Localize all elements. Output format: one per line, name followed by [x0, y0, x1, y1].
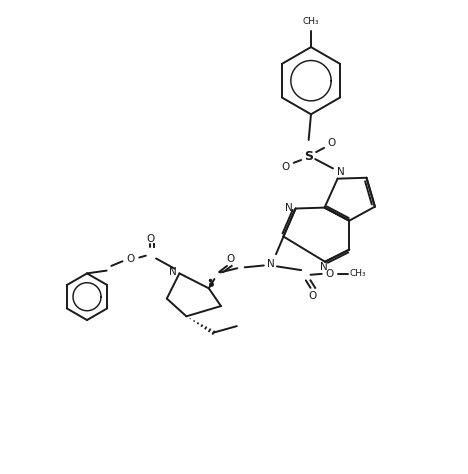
Text: O: O [308, 291, 316, 301]
Text: N: N [266, 259, 274, 269]
Text: O: O [326, 269, 334, 279]
Text: S: S [304, 150, 313, 163]
Text: N: N [285, 202, 292, 213]
Text: N: N [320, 262, 328, 273]
Text: O: O [227, 255, 235, 264]
Text: O: O [146, 234, 154, 244]
Text: CH₃: CH₃ [349, 269, 366, 278]
Text: O: O [327, 138, 335, 148]
Text: O: O [281, 162, 289, 172]
Text: N: N [337, 167, 345, 177]
Text: N: N [168, 267, 176, 277]
Text: CH₃: CH₃ [303, 17, 319, 26]
Text: O: O [127, 255, 135, 264]
